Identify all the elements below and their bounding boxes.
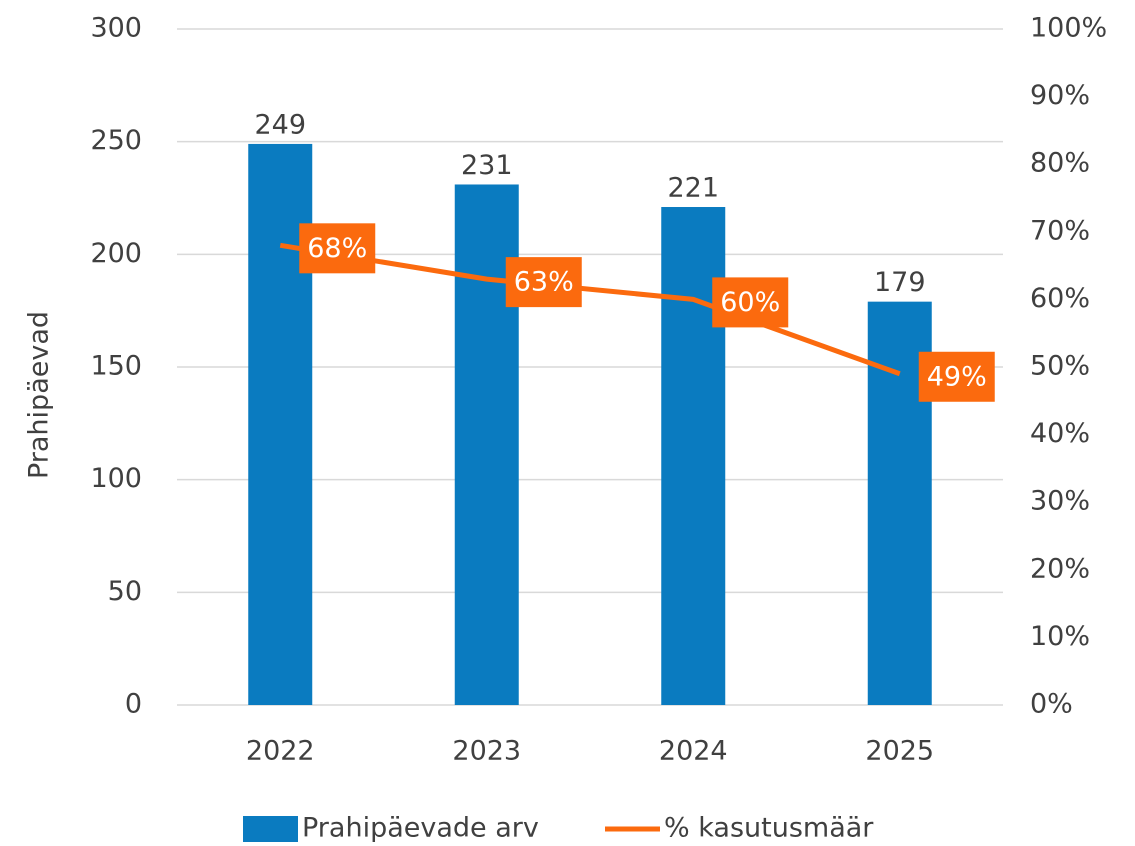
y-tick-label: 200: [90, 238, 142, 269]
line-value-label: 49%: [927, 361, 987, 392]
y2-tick-label: 70%: [1030, 215, 1090, 246]
y-tick-label: 150: [90, 351, 142, 382]
bar-value-label: 231: [461, 150, 513, 181]
line: [279, 242, 901, 377]
value-label-box: [712, 277, 789, 328]
bar-value-label: 179: [874, 267, 926, 298]
line-value-label: 68%: [307, 233, 367, 264]
y2-tick-label: 0%: [1030, 689, 1073, 720]
x-tick-label: 2023: [452, 736, 521, 767]
value-label-box: [505, 257, 582, 308]
y2-tick-label: 90%: [1030, 80, 1090, 111]
legend-swatch: [243, 816, 298, 842]
x-tick-label: 2022: [246, 736, 315, 767]
value-label-box: [918, 351, 995, 402]
bar-value-label: 221: [667, 173, 719, 204]
x-tick-label: 2024: [659, 736, 728, 767]
y-tick-label: 300: [90, 13, 142, 44]
bar-value-label: 249: [254, 109, 306, 140]
y2-tick-label: 60%: [1030, 283, 1090, 314]
y2-tick-label: 80%: [1030, 148, 1090, 179]
line-value-label: 60%: [720, 287, 780, 318]
x-tick-label: 2025: [865, 736, 934, 767]
legend-label: % kasutusmäär: [664, 813, 874, 844]
y2-tick-label: 100%: [1030, 13, 1107, 44]
y-tick-label: 250: [90, 125, 142, 156]
legend-label: Prahipäevade arv: [302, 813, 539, 844]
line-value-label: 63%: [514, 267, 574, 298]
y-tick-label: 100: [90, 463, 142, 494]
y2-tick-label: 20%: [1030, 553, 1090, 584]
y2-tick-label: 30%: [1030, 486, 1090, 517]
y-tick-label: 50: [108, 576, 142, 607]
y2-tick-label: 10%: [1030, 621, 1090, 652]
y-axis-label: Prahipäevad: [24, 311, 55, 479]
y-tick-label: 0: [125, 689, 142, 720]
y2-tick-label: 40%: [1030, 418, 1090, 449]
y2-tick-label: 50%: [1030, 351, 1090, 382]
value-label-box: [299, 223, 376, 274]
